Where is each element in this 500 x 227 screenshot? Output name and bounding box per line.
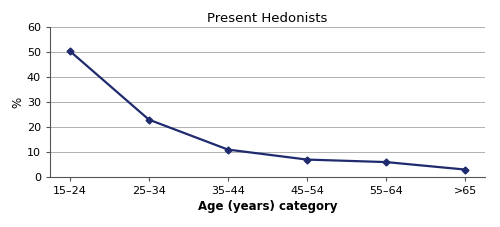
Title: Present Hedonists: Present Hedonists xyxy=(208,12,328,25)
Y-axis label: %: % xyxy=(11,96,24,108)
X-axis label: Age (years) category: Age (years) category xyxy=(198,200,337,213)
